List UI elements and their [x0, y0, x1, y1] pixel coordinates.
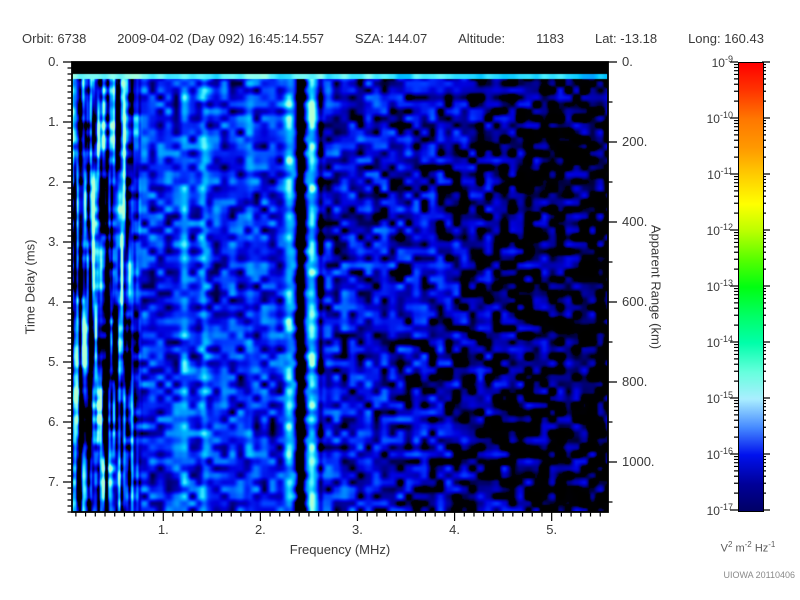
y-tick-label: 7.: [48, 474, 59, 489]
y-tick-label: 6.: [48, 414, 59, 429]
y-tick-label: 4.: [48, 294, 59, 309]
y-tick-label: 3.: [48, 234, 59, 249]
colorbar-gradient: [738, 62, 764, 512]
y-axis-title-right: Apparent Range (km): [648, 224, 664, 350]
colorbar-tick-label: 10-9: [711, 54, 733, 70]
y-axis-title-left: Time Delay (ms): [22, 239, 38, 335]
units-segment: -2: [744, 540, 752, 549]
x-axis-title: Frequency (MHz): [289, 542, 391, 557]
units-segment: m: [732, 542, 745, 555]
x-tick-label: 4.: [449, 522, 460, 537]
range-tick-label: 400.: [622, 214, 648, 229]
range-tick-label: 200.: [622, 134, 648, 149]
y-tick-label: 2.: [48, 174, 59, 189]
y-tick-label: 1.: [48, 114, 59, 129]
units-segment: V: [720, 542, 728, 555]
colorbar-units-label: V2 m-2 Hz-1: [721, 540, 776, 555]
units-segment: Hz: [751, 542, 769, 555]
header-field: Lat: -13.18: [594, 31, 658, 46]
header-field: 2009-04-02 (Day 092) 16:45:14.557: [117, 31, 324, 46]
range-tick-label: 600.: [622, 294, 648, 309]
colorbar-tick-label: 10-11: [707, 166, 733, 182]
header-field: SZA: 144.07: [354, 31, 428, 46]
credit-watermark: UIOWA 20110406: [723, 570, 795, 580]
header-field: Long: 160.43: [688, 31, 764, 46]
x-tick-label: 1.: [157, 522, 169, 537]
observation-header: Orbit: 6738 2009-04-02 (Day 092) 16:45:14…: [22, 31, 764, 46]
units-segment: 2: [727, 540, 733, 549]
colorbar-tick-label: 10-12: [706, 222, 733, 238]
x-tick-label: 2.: [254, 522, 266, 537]
x-tick-label: 3.: [352, 522, 363, 537]
colorbar-tick-label: 10-10: [706, 110, 733, 126]
colorbar-tick-label: 10-15: [706, 390, 733, 406]
range-tick-label: 0.: [622, 54, 633, 69]
header-field: Orbit: 6738: [22, 31, 87, 46]
range-tick-label: 800.: [622, 374, 648, 389]
y-tick-label: 0.: [48, 54, 59, 69]
header-field: 1183: [536, 31, 565, 46]
colorbar-tick-label: 10-17: [706, 502, 733, 518]
x-tick-label: 5.: [546, 522, 558, 537]
units-segment: -1: [768, 540, 776, 549]
range-tick-label: 1000.: [622, 454, 655, 469]
spectrogram-image: [72, 62, 608, 512]
header-field: Altitude:: [458, 31, 506, 46]
colorbar-tick-label: 10-14: [706, 334, 733, 350]
colorbar-tick-label: 10-13: [706, 278, 733, 294]
y-tick-label: 5.: [48, 354, 59, 369]
colorbar-tick-label: 10-16: [706, 446, 733, 462]
